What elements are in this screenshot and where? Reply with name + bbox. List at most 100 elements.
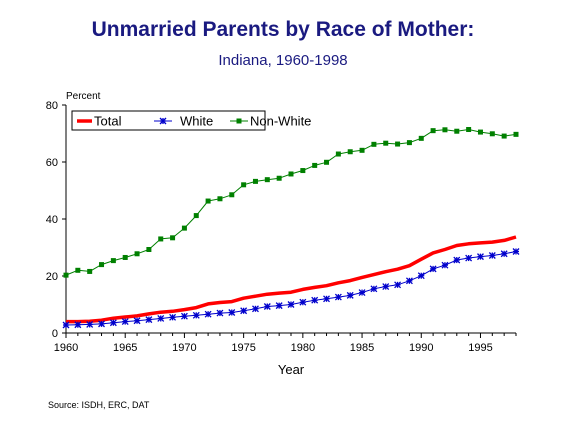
source-note: Source: ISDH, ERC, DAT [48,400,150,410]
data-point [241,182,247,188]
y-tick-label: 0 [52,328,58,340]
data-point [87,268,93,274]
x-axis-title: Year [278,362,305,377]
series-line-white [65,251,517,326]
series-total [66,235,517,324]
chart-series [62,127,520,329]
data-point [75,267,81,273]
x-tick-label: 1990 [409,342,433,354]
series-non-white [63,127,519,278]
data-point [146,246,152,252]
data-point [205,198,211,204]
data-point [145,316,153,324]
data-point [133,317,141,325]
data-point [252,305,259,313]
data-point [158,236,164,242]
data-point [489,131,495,137]
data-point [229,192,235,198]
data-point [417,272,425,280]
data-point [275,302,283,310]
data-point [371,141,377,147]
data-point [109,319,117,327]
data-point [346,291,354,299]
data-point [217,196,223,202]
data-point [324,159,330,165]
data-point [359,147,365,153]
data-point [121,318,129,326]
data-point [228,309,236,316]
data-point [358,289,366,296]
y-axis-title: Percent [66,91,101,102]
data-point [370,285,378,293]
series-line-total [66,235,517,324]
data-point [204,310,212,318]
data-point [488,252,496,259]
chart-legend: Total White Non-White [71,110,311,131]
data-point [382,283,390,291]
chart-title: Unmarried Parents by Race of Mother: [91,18,475,41]
series-line-non-white [65,129,517,276]
data-point [311,296,319,304]
data-point [335,151,341,157]
data-point [405,277,413,285]
x-tick-label: 1960 [54,342,78,354]
data-point [276,175,282,181]
data-point [181,225,187,231]
data-point [169,313,177,321]
legend-label: White [180,114,213,129]
data-point [240,307,248,315]
data-point [98,320,105,328]
data-point [86,320,94,328]
data-point [500,250,508,258]
y-tick-label: 20 [46,271,58,283]
data-point [252,178,258,184]
data-point [334,293,342,301]
data-point [466,127,472,133]
data-point [512,248,520,255]
data-point [347,149,353,155]
data-point [99,262,105,268]
data-point [263,303,271,310]
data-point [383,140,389,146]
legend-label: Total [94,114,122,129]
data-point [170,235,176,241]
data-point [192,311,200,319]
data-point [406,140,412,146]
data-point [74,321,82,329]
legend-label: Non-White [250,114,311,129]
data-point [465,254,473,262]
x-tick-label: 1970 [172,342,196,354]
y-tick-label: 60 [46,157,58,169]
y-tick-label: 40 [46,214,58,226]
data-point [63,272,69,278]
data-point [418,135,424,141]
data-point [429,265,437,273]
data-point [442,127,448,133]
x-tick-label: 1980 [291,342,315,354]
data-point [134,251,140,257]
data-point [501,133,507,139]
data-point [157,315,165,322]
data-point [288,171,294,177]
data-point [395,141,401,147]
data-point [312,162,318,168]
data-point [513,131,519,137]
data-point [441,261,449,269]
series-white [62,248,520,329]
data-point [300,168,306,174]
data-point [110,258,116,264]
data-point [454,128,460,134]
x-tick-label: 1995 [468,342,492,354]
y-tick-label: 80 [46,100,58,112]
data-point [299,298,307,306]
data-point [477,253,484,261]
data-point [264,177,270,183]
data-point [453,256,461,264]
data-point [430,128,436,134]
chart-axes: 0 20 40 60 80 1960 1965 1970 1975 1980 1985 1990 199… [46,91,517,377]
x-tick-label: 1965 [113,342,137,354]
data-point [477,129,483,135]
data-point [122,254,128,260]
chart-subtitle: Indiana, 1960-1998 [218,52,348,69]
